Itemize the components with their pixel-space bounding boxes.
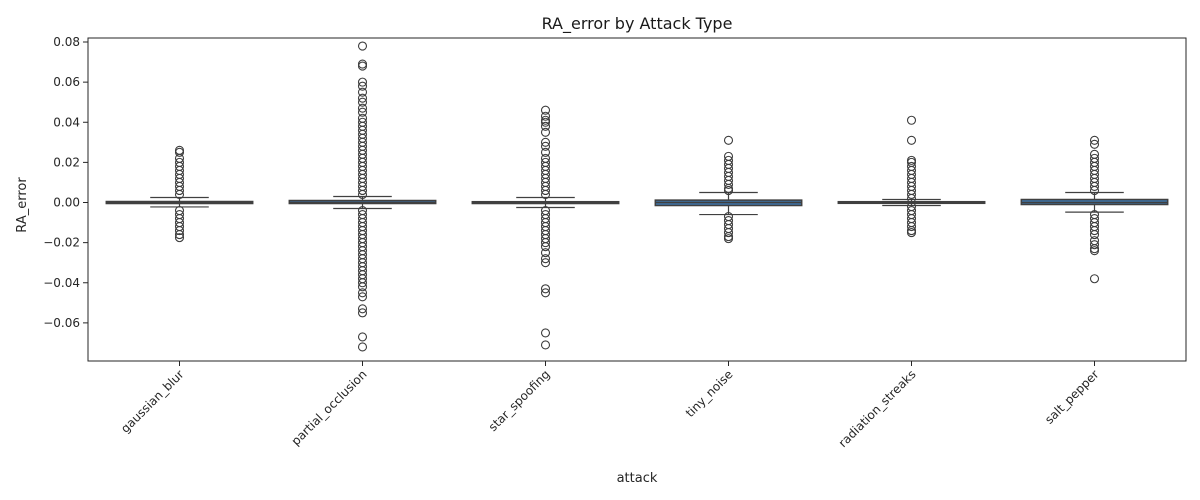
outlier-point xyxy=(174,226,185,236)
outlier-point xyxy=(540,121,551,131)
outlier-point xyxy=(906,189,917,200)
y-tick-label: 0.00 xyxy=(53,196,80,210)
box-group-star_spoofing xyxy=(471,105,620,350)
outlier-point xyxy=(357,103,368,113)
outlier-point xyxy=(357,278,368,288)
plot-area xyxy=(105,41,1169,352)
outlier-point xyxy=(723,135,734,145)
box-group-salt_pepper xyxy=(1020,135,1169,284)
outlier-point xyxy=(1089,135,1100,145)
chart-title: RA_error by Attack Type xyxy=(542,14,733,34)
box-group-tiny_noise xyxy=(654,135,803,244)
outlier-point xyxy=(540,137,551,147)
plot-frame xyxy=(87,37,1187,362)
x-tick-label: gaussian_blur xyxy=(118,367,187,436)
outlier-point xyxy=(357,288,368,298)
outlier-point xyxy=(357,189,368,200)
outlier-point xyxy=(357,81,368,91)
outlier-point xyxy=(540,127,551,137)
outlier-point xyxy=(357,308,368,318)
outlier-point xyxy=(540,254,551,264)
y-tick-label: 0.08 xyxy=(53,35,80,49)
box-group-partial_occlusion xyxy=(288,41,437,352)
x-axis-label: attack xyxy=(617,471,658,486)
x-tick-label: radiation_streaks xyxy=(836,367,919,450)
outlier-point xyxy=(723,234,734,244)
x-tick-label: star_spoofing xyxy=(486,367,553,434)
outlier-point xyxy=(357,304,368,314)
outlier-point xyxy=(1089,274,1100,284)
outlier-point xyxy=(540,248,551,258)
outlier-point xyxy=(906,135,917,145)
outlier-point xyxy=(906,228,917,238)
outlier-point xyxy=(357,107,368,117)
outlier-point xyxy=(357,332,368,342)
y-tick-label: −0.04 xyxy=(43,276,80,290)
outlier-point xyxy=(723,179,734,190)
outlier-point xyxy=(357,97,368,107)
outlier-point xyxy=(357,77,368,87)
outlier-point xyxy=(540,185,551,196)
outlier-point xyxy=(357,282,368,292)
outlier-point xyxy=(540,189,551,200)
outlier-point xyxy=(357,93,368,103)
box-group-radiation_streaks xyxy=(837,115,986,238)
outlier-point xyxy=(540,242,551,252)
outlier-point xyxy=(174,233,185,243)
outlier-point xyxy=(1089,240,1100,250)
y-tick-label: −0.06 xyxy=(43,316,80,330)
outlier-point xyxy=(540,258,551,268)
y-tick-label: 0.02 xyxy=(53,155,80,169)
outlier-point xyxy=(1089,181,1100,192)
outlier-point xyxy=(1089,226,1100,236)
outlier-point xyxy=(174,185,185,196)
outlier-point xyxy=(540,147,551,157)
outlier-point xyxy=(540,284,551,294)
outlier-point xyxy=(1089,230,1100,240)
y-tick-label: −0.02 xyxy=(43,236,80,250)
outlier-point xyxy=(540,117,551,127)
outlier-point xyxy=(357,292,368,302)
x-tick-label: partial_occlusion xyxy=(289,367,370,448)
x-tick-label: tiny_noise xyxy=(683,367,736,420)
y-axis-label: RA_error xyxy=(15,177,30,233)
outlier-point xyxy=(357,87,368,97)
outlier-point xyxy=(1089,246,1100,256)
outlier-point xyxy=(906,222,917,232)
outlier-point xyxy=(1089,139,1100,149)
outlier-point xyxy=(540,105,551,115)
outlier-point xyxy=(540,111,551,121)
box-group-gaussian_blur xyxy=(105,145,254,243)
outlier-point xyxy=(357,41,368,51)
outlier-point xyxy=(540,141,551,151)
outlier-point xyxy=(174,230,185,240)
outlier-point xyxy=(174,147,185,157)
outlier-point xyxy=(357,61,368,71)
outlier-point xyxy=(540,340,551,350)
outlier-point xyxy=(906,115,917,125)
outlier-point xyxy=(174,145,185,155)
outlier-point xyxy=(540,328,551,338)
outlier-point xyxy=(357,342,368,352)
outlier-point xyxy=(174,189,185,200)
y-tick-label: 0.04 xyxy=(53,115,80,129)
x-tick-label: salt_pepper xyxy=(1042,367,1102,427)
y-tick-label: 0.06 xyxy=(53,75,80,89)
outlier-point xyxy=(357,59,368,69)
outlier-point xyxy=(540,288,551,298)
outlier-point xyxy=(723,185,734,196)
outlier-point xyxy=(540,238,551,248)
outlier-point xyxy=(723,228,734,238)
outlier-point xyxy=(357,185,368,196)
outlier-point xyxy=(1089,185,1100,196)
